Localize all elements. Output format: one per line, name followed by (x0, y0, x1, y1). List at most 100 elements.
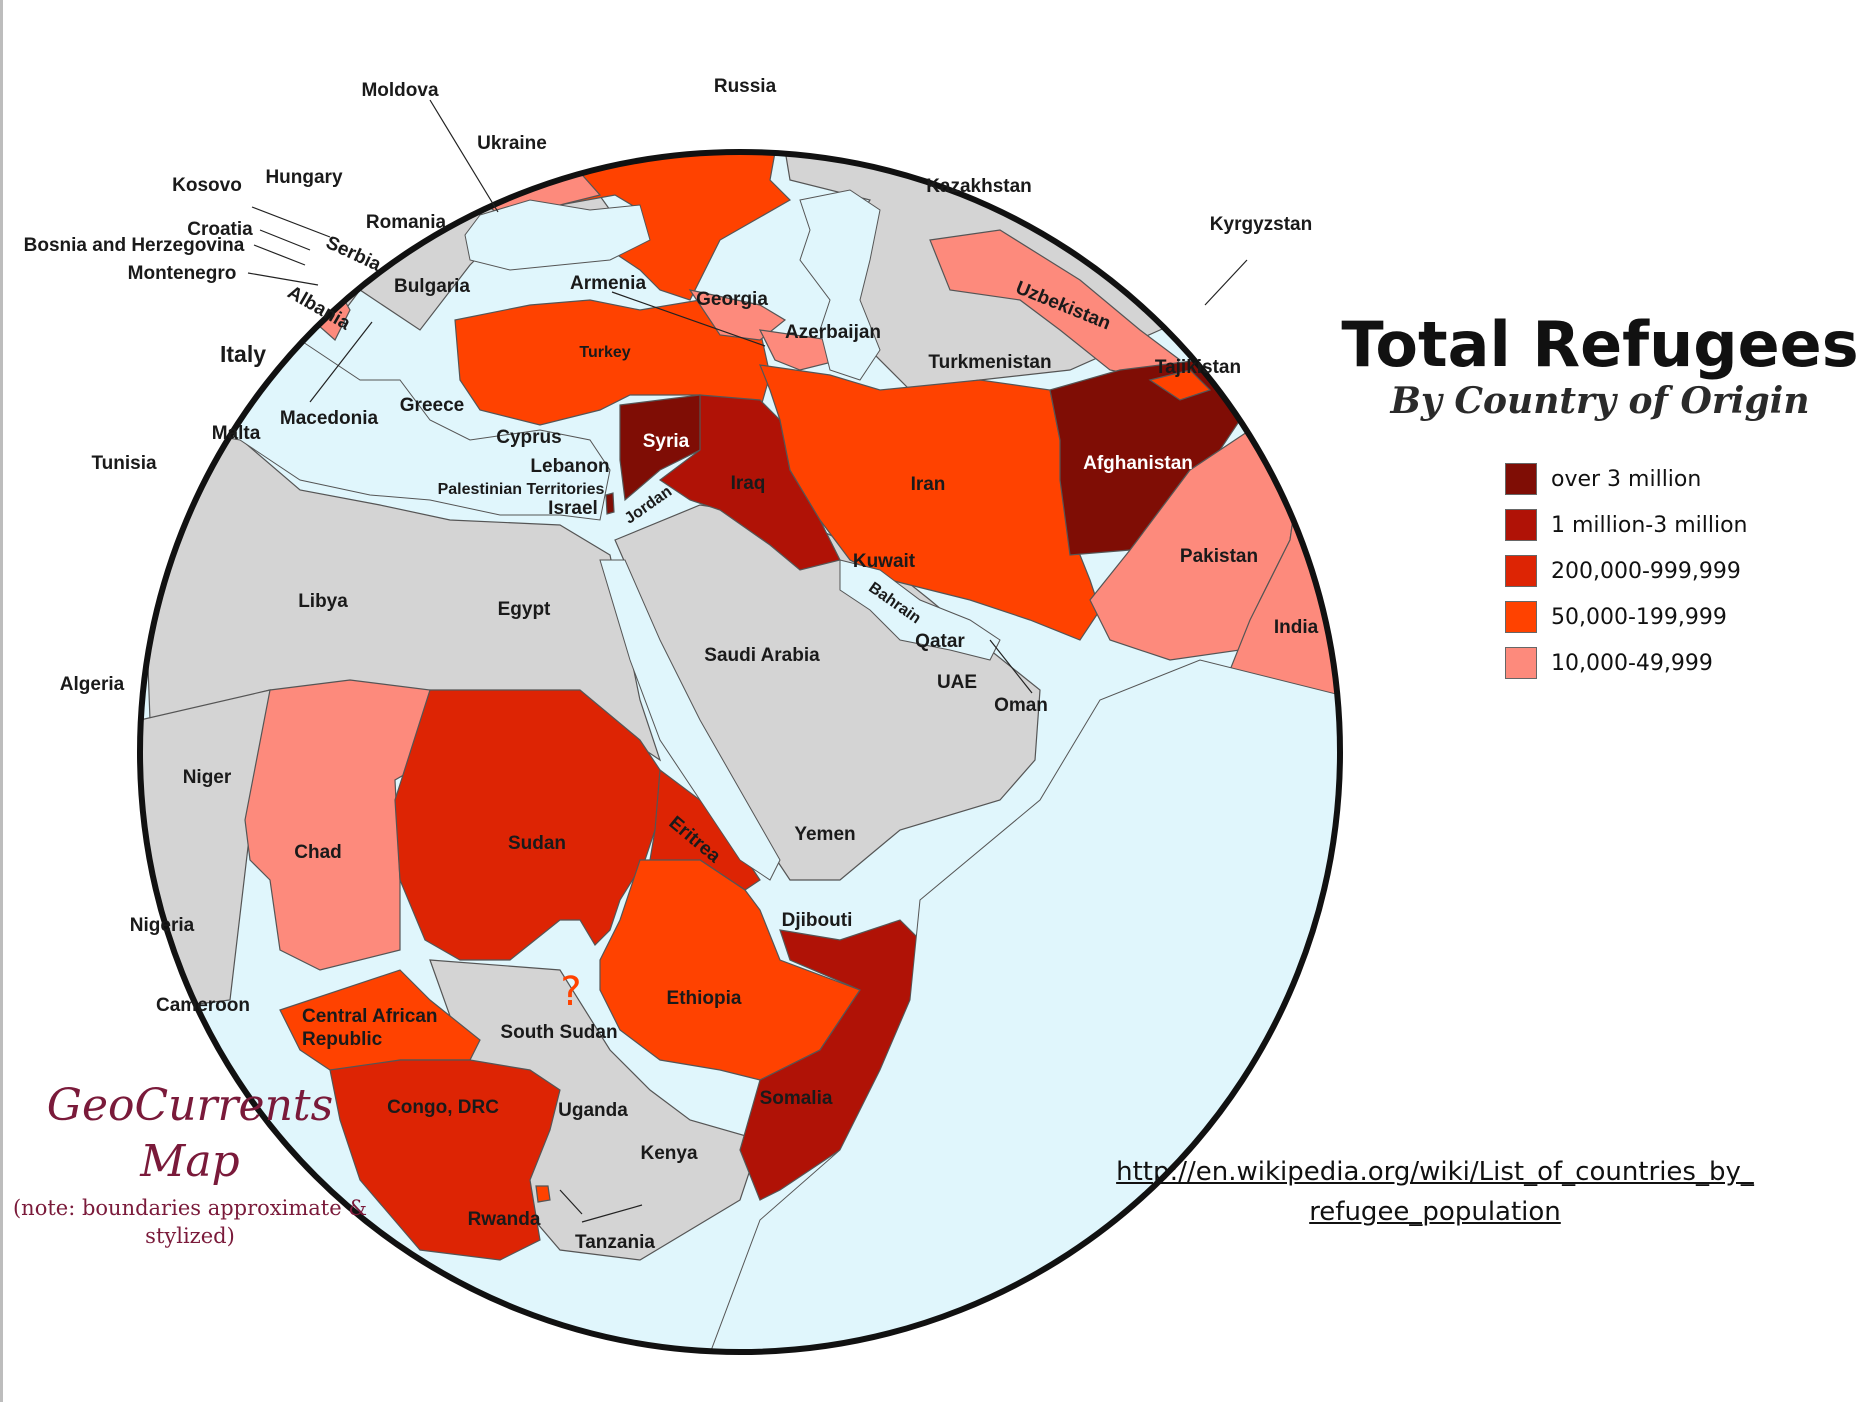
label-congo: Congo, DRC (387, 1097, 499, 1118)
label-kazakhstan: Kazakhstan (926, 176, 1032, 197)
page-edge-rule (0, 0, 3, 1402)
label-oman: Oman (994, 695, 1048, 716)
region-palestinian (605, 492, 615, 515)
label-niger: Niger (183, 767, 232, 788)
label-bosnia: Bosnia and Herzegovina (24, 235, 245, 256)
legend-swatch (1505, 601, 1537, 633)
label-kuwait: Kuwait (853, 551, 916, 572)
label-romania: Romania (366, 212, 447, 233)
legend-swatch (1505, 463, 1537, 495)
region-azerbaijan (758, 329, 841, 371)
label-turkmenistan: Turkmenistan (928, 352, 1051, 373)
region-iran (759, 364, 1101, 641)
source-link-line1[interactable]: http://en.wikipedia.org/wiki/List_of_cou… (1116, 1157, 1754, 1187)
label-india: India (1274, 617, 1319, 638)
persian-gulf (839, 559, 1001, 661)
legend-item: 10,000-49,999 (1505, 640, 1748, 686)
source-link[interactable]: http://en.wikipedia.org/wiki/List_of_cou… (1090, 1152, 1780, 1232)
map-geography (140, 152, 1340, 1352)
label-car-line1: Central African Republic (302, 1006, 443, 1050)
label-yemen: Yemen (794, 824, 855, 845)
label-malta: Malta (212, 423, 261, 444)
label-ukraine: Ukraine (477, 133, 547, 154)
label-south-sudan: South Sudan (500, 1022, 617, 1043)
label-algeria: Algeria (60, 674, 125, 695)
label-uae: UAE (937, 672, 977, 693)
legend-swatch (1505, 647, 1537, 679)
legend-label: 50,000-199,999 (1551, 604, 1727, 630)
legend-label: over 3 million (1551, 466, 1702, 492)
label-afghanistan: Afghanistan (1083, 453, 1193, 474)
legend-label: 1 million-3 million (1551, 512, 1748, 538)
brand-name-line2: Map (140, 1136, 240, 1187)
label-azerbaijan: Azerbaijan (785, 322, 881, 343)
label-iraq: Iraq (731, 473, 766, 494)
label-chad: Chad (294, 842, 342, 863)
unknown-marker: ? (560, 969, 581, 1015)
label-macedonia: Macedonia (280, 408, 379, 429)
label-israel: Israel (548, 498, 598, 519)
label-iran: Iran (911, 474, 946, 495)
black-sea (464, 199, 651, 271)
label-montenegro: Montenegro (128, 263, 237, 284)
label-kyrgyzstan: Kyrgyzstan (1210, 214, 1312, 235)
label-armenia: Armenia (570, 273, 646, 294)
label-turkey: Turkey (579, 344, 630, 361)
label-libya: Libya (298, 591, 348, 612)
label-italy: Italy (220, 341, 266, 367)
region-tajikistan (1148, 369, 1212, 401)
label-cameroon: Cameroon (156, 995, 250, 1016)
brand-name-line1: GeoCurrents (46, 1080, 334, 1131)
label-pakistan: Pakistan (1180, 546, 1258, 567)
label-croatia: Croatia (187, 219, 253, 240)
label-uganda: Uganda (558, 1100, 628, 1121)
label-sudan: Sudan (508, 833, 566, 854)
label-qatar: Qatar (915, 631, 965, 652)
label-saudi: Saudi Arabia (704, 645, 820, 666)
brand-note: (note: boundaries approximate & stylized… (12, 1196, 368, 1248)
label-georgia: Georgia (696, 289, 768, 310)
label-lebanon: Lebanon (530, 456, 609, 477)
region-congo (329, 1059, 561, 1261)
brand-block: GeoCurrents Map (note: boundaries approx… (10, 1078, 370, 1250)
red-sea (599, 559, 781, 881)
legend-item: 200,000-999,999 (1505, 548, 1748, 594)
label-hungary: Hungary (265, 167, 343, 188)
label-serbia: Serbia (323, 232, 385, 276)
label-kenya: Kenya (640, 1143, 697, 1164)
source-link-line2[interactable]: refugee_population (1309, 1197, 1561, 1227)
legend-label: 200,000-999,999 (1551, 558, 1741, 584)
globe-outline (137, 149, 1343, 1355)
label-syria: Syria (643, 431, 690, 452)
map-subtitle: By Country of Origin (1390, 380, 1810, 422)
label-bulgaria: Bulgaria (394, 276, 470, 297)
label-tunisia: Tunisia (91, 453, 157, 474)
legend-label: 10,000-49,999 (1551, 650, 1713, 676)
label-nigeria: Nigeria (130, 915, 195, 936)
label-kosovo: Kosovo (172, 175, 242, 196)
caspian-sea (799, 189, 881, 381)
region-georgia (688, 289, 787, 341)
region-rwanda (535, 1185, 551, 1203)
label-cyprus: Cyprus (496, 427, 561, 448)
label-rwanda: Rwanda (468, 1209, 541, 1230)
map-title: Total Refugees (1341, 308, 1859, 381)
region-somalia (739, 919, 921, 1201)
legend-item: over 3 million (1505, 456, 1748, 502)
region-sudan (394, 689, 671, 961)
legend-swatch (1505, 555, 1537, 587)
legend-swatch (1505, 509, 1537, 541)
label-car-line2: Republic (302, 1029, 383, 1050)
label-palestinian: Palestinian Territories (438, 481, 605, 498)
brand-name: GeoCurrents Map (10, 1078, 370, 1190)
label-tanzania: Tanzania (575, 1232, 655, 1253)
legend-item: 1 million-3 million (1505, 502, 1748, 548)
label-greece: Greece (400, 395, 464, 416)
legend: over 3 million 1 million-3 million 200,0… (1505, 456, 1748, 686)
legend-item: 50,000-199,999 (1505, 594, 1748, 640)
label-egypt: Egypt (498, 599, 551, 620)
label-tajikistan: Tajikistan (1155, 357, 1241, 378)
label-russia: Russia (714, 76, 777, 97)
label-car: Central African (302, 1006, 438, 1027)
